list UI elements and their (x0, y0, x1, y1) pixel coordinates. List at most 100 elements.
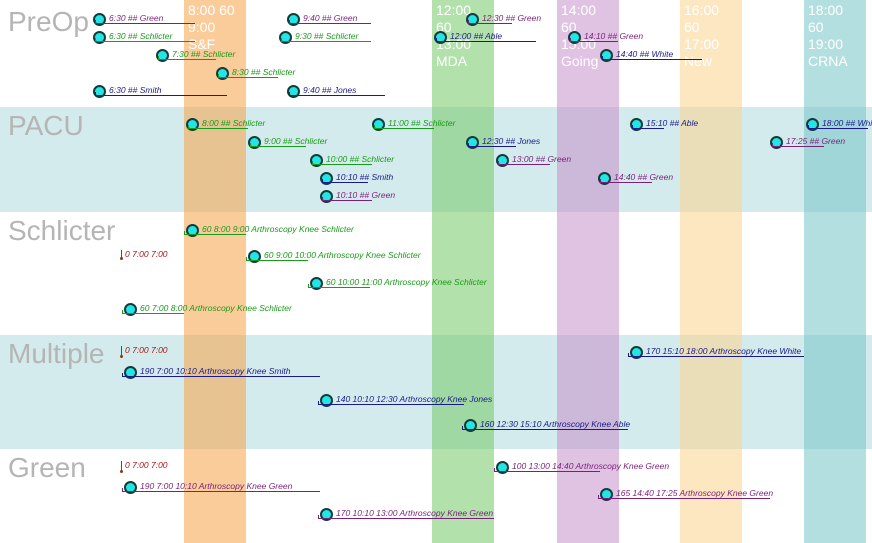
event-node-icon[interactable] (320, 190, 333, 203)
zero-duration-label: 0 7:00 7:00 (125, 345, 168, 355)
event-label: 140 10:10 12:30 Arthroscopy Knee Jones (336, 394, 493, 404)
event-node-icon[interactable] (806, 118, 819, 131)
event-duration-bar (122, 488, 320, 492)
event-node-icon[interactable] (186, 224, 199, 237)
event-node-icon[interactable] (186, 118, 199, 131)
event-node-icon[interactable] (598, 172, 611, 185)
event-label: 10:00 ## Schlicter (326, 154, 395, 164)
event-duration-bar (436, 38, 536, 42)
event-duration-bar (158, 56, 216, 60)
event-node-icon[interactable] (216, 67, 229, 80)
event-node-icon[interactable] (320, 172, 333, 185)
time-column-label-crna: 18:00 60 19:00 CRNA (808, 2, 848, 69)
event-node-icon[interactable] (320, 508, 333, 521)
event-node-icon[interactable] (630, 118, 643, 131)
event-node-icon[interactable] (320, 394, 333, 407)
time-column-label-new: 16:00 60 17:00 New (684, 2, 720, 69)
event-label: 17:25 ## Green (786, 136, 846, 146)
zero-duration-label: 0 7:00 7:00 (125, 460, 168, 470)
event-label: 18:00 ## White (822, 118, 872, 128)
time-column-new (680, 0, 742, 543)
event-label: 14:40 ## Green (614, 172, 674, 182)
event-node-icon[interactable] (464, 419, 477, 432)
event-label: 60 7:00 8:00 Arthroscopy Knee Schlicter (140, 303, 292, 313)
event-label: 13:00 ## Green (512, 154, 572, 164)
time-column-mda (432, 0, 494, 543)
event-node-icon[interactable] (279, 31, 292, 44)
event-duration-bar (318, 401, 464, 405)
section-title-schlicter: Schlicter (8, 215, 116, 246)
event-node-icon[interactable] (310, 154, 323, 167)
event-duration-bar (281, 38, 371, 42)
event-duration-bar (318, 515, 494, 519)
zero-duration-dot-icon (120, 470, 123, 473)
event-node-icon[interactable] (124, 303, 137, 316)
event-label: 6:30 ## Smith (109, 85, 162, 95)
event-duration-bar (808, 125, 868, 129)
event-duration-bar (184, 231, 246, 235)
event-node-icon[interactable] (310, 277, 323, 290)
event-duration-bar (632, 125, 664, 129)
event-duration-bar (322, 197, 372, 201)
event-node-icon[interactable] (93, 85, 106, 98)
event-label: 100 13:00 14:40 Arthroscopy Knee Green (512, 461, 670, 471)
event-duration-bar (250, 143, 306, 147)
event-node-icon[interactable] (124, 366, 137, 379)
event-label: 170 15:10 18:00 Arthroscopy Knee White (646, 346, 802, 356)
event-node-icon[interactable] (248, 250, 261, 263)
zero-duration-stem (121, 346, 122, 356)
event-node-icon[interactable] (466, 136, 479, 149)
event-label: 14:40 ## White (616, 49, 674, 59)
event-node-icon[interactable] (568, 31, 581, 44)
event-duration-bar (628, 353, 804, 357)
event-label: 60 10:00 11:00 Arthroscopy Knee Schlicte… (326, 277, 487, 287)
time-column-label-sf: 8:00 60 9:00 S&F (188, 2, 235, 52)
section-title-pacu: PACU (8, 110, 84, 141)
event-node-icon[interactable] (496, 154, 509, 167)
event-node-icon[interactable] (600, 488, 613, 501)
event-duration-bar (95, 92, 227, 96)
event-node-icon[interactable] (372, 118, 385, 131)
event-node-icon[interactable] (93, 13, 106, 26)
event-label: 165 14:40 17:25 Arthroscopy Knee Green (616, 488, 774, 498)
event-duration-bar (468, 143, 516, 147)
event-node-icon[interactable] (434, 31, 447, 44)
event-duration-bar (498, 161, 550, 165)
event-label: 12:30 ## Jones (482, 136, 541, 146)
zero-duration-label: 0 7:00 7:00 (125, 249, 168, 259)
event-node-icon[interactable] (770, 136, 783, 149)
event-label: 9:00 ## Schlicter (264, 136, 328, 146)
event-label: 14:10 ## Green (584, 31, 644, 41)
event-node-icon[interactable] (466, 13, 479, 26)
event-label: 170 10:10 13:00 Arthroscopy Knee Green (336, 508, 494, 518)
section-title-green: Green (8, 452, 86, 483)
event-node-icon[interactable] (287, 85, 300, 98)
event-duration-bar (122, 373, 320, 377)
event-node-icon[interactable] (287, 13, 300, 26)
event-label: 11:00 ## Schlicter (388, 118, 456, 128)
event-label: 15:10 ## Able (646, 118, 699, 128)
event-node-icon[interactable] (600, 49, 613, 62)
event-duration-bar (374, 125, 434, 129)
time-column-crna (804, 0, 866, 543)
event-node-icon[interactable] (630, 346, 643, 359)
event-node-icon[interactable] (156, 49, 169, 62)
event-duration-bar (312, 161, 372, 165)
event-label: 8:30 ## Schlicter (232, 67, 296, 77)
event-duration-bar (246, 257, 308, 261)
event-label: 9:40 ## Jones (303, 85, 357, 95)
event-label: 60 9:00 10:00 Arthroscopy Knee Schlicter (264, 250, 421, 260)
event-node-icon[interactable] (124, 481, 137, 494)
event-label: 190 7:00 10:10 Arthroscopy Knee Smith (140, 366, 291, 376)
event-node-icon[interactable] (496, 461, 509, 474)
event-label: 10:10 ## Green (336, 190, 396, 200)
event-node-icon[interactable] (93, 31, 106, 44)
event-label: 160 12:30 15:10 Arthroscopy Knee Able (480, 419, 631, 429)
event-label: 6:30 ## Green (109, 13, 164, 23)
event-node-icon[interactable] (248, 136, 261, 149)
section-title-multiple: Multiple (8, 338, 105, 369)
event-duration-bar (602, 56, 702, 60)
event-label: 10:10 ## Smith (336, 172, 394, 182)
event-label: 12:30 ## Green (482, 13, 542, 23)
